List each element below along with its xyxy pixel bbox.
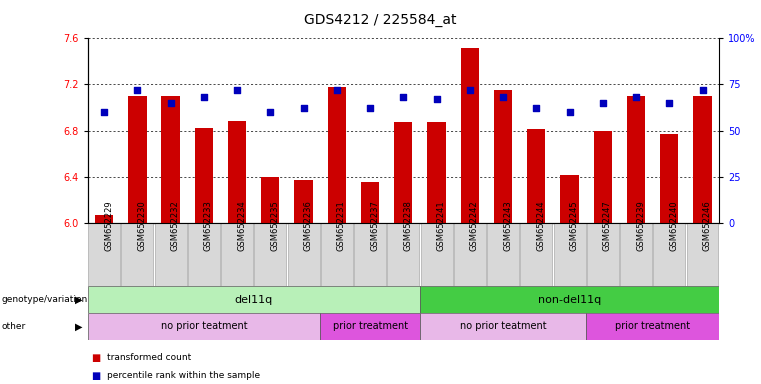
Text: GSM652239: GSM652239 <box>636 200 645 251</box>
Text: prior treatment: prior treatment <box>333 321 408 331</box>
Point <box>696 87 708 93</box>
Point <box>364 105 376 111</box>
FancyBboxPatch shape <box>654 223 685 286</box>
FancyBboxPatch shape <box>154 223 186 286</box>
FancyBboxPatch shape <box>320 313 420 340</box>
Point <box>397 94 409 101</box>
Point <box>298 105 310 111</box>
Text: GSM652237: GSM652237 <box>370 200 379 251</box>
Bar <box>328 87 346 223</box>
FancyBboxPatch shape <box>586 313 719 340</box>
Point <box>431 96 443 102</box>
Point <box>497 94 509 101</box>
FancyBboxPatch shape <box>88 223 120 286</box>
Text: GSM652229: GSM652229 <box>104 200 113 251</box>
FancyBboxPatch shape <box>321 223 353 286</box>
Text: GSM652246: GSM652246 <box>702 200 712 251</box>
Bar <box>428 122 446 223</box>
Point <box>331 87 343 93</box>
Text: GSM652240: GSM652240 <box>669 200 678 251</box>
FancyBboxPatch shape <box>88 313 320 340</box>
Text: GSM652233: GSM652233 <box>204 200 213 251</box>
Text: GSM652236: GSM652236 <box>304 200 313 251</box>
FancyBboxPatch shape <box>421 223 453 286</box>
Text: GSM652243: GSM652243 <box>503 200 512 251</box>
Bar <box>195 128 213 223</box>
FancyBboxPatch shape <box>686 223 718 286</box>
Point <box>98 109 110 115</box>
Bar <box>394 122 412 223</box>
FancyBboxPatch shape <box>387 223 419 286</box>
Bar <box>295 180 313 223</box>
Bar <box>527 129 546 223</box>
FancyBboxPatch shape <box>454 223 486 286</box>
FancyBboxPatch shape <box>521 223 552 286</box>
FancyBboxPatch shape <box>254 223 286 286</box>
Point <box>231 87 244 93</box>
Text: GDS4212 / 225584_at: GDS4212 / 225584_at <box>304 13 457 27</box>
Text: GSM652242: GSM652242 <box>470 200 479 251</box>
FancyBboxPatch shape <box>420 286 719 313</box>
Text: transformed count: transformed count <box>107 353 191 362</box>
Bar <box>660 134 678 223</box>
Text: genotype/variation: genotype/variation <box>2 295 88 304</box>
Bar <box>494 90 512 223</box>
Text: prior treatment: prior treatment <box>615 321 690 331</box>
Text: ■: ■ <box>91 371 100 381</box>
Point <box>132 87 144 93</box>
Text: GSM652230: GSM652230 <box>138 200 146 251</box>
Text: percentile rank within the sample: percentile rank within the sample <box>107 371 260 379</box>
FancyBboxPatch shape <box>487 223 519 286</box>
Bar <box>95 215 113 223</box>
Text: no prior teatment: no prior teatment <box>460 321 546 331</box>
Point <box>198 94 210 101</box>
Bar <box>693 96 712 223</box>
Text: ▶: ▶ <box>75 295 82 305</box>
Text: no prior teatment: no prior teatment <box>161 321 247 331</box>
Text: GSM652241: GSM652241 <box>437 200 446 251</box>
FancyBboxPatch shape <box>122 223 153 286</box>
Text: GSM652232: GSM652232 <box>170 200 180 251</box>
Text: ■: ■ <box>91 353 100 363</box>
Text: GSM652234: GSM652234 <box>237 200 246 251</box>
Text: GSM652238: GSM652238 <box>403 200 412 251</box>
Text: ▶: ▶ <box>75 321 82 331</box>
FancyBboxPatch shape <box>354 223 386 286</box>
Text: GSM652245: GSM652245 <box>569 200 578 251</box>
Bar <box>129 96 147 223</box>
FancyBboxPatch shape <box>221 223 253 286</box>
Text: del11q: del11q <box>234 295 273 305</box>
Point <box>463 87 476 93</box>
Bar <box>460 48 479 223</box>
FancyBboxPatch shape <box>420 313 586 340</box>
Point <box>563 109 575 115</box>
Bar <box>161 96 180 223</box>
FancyBboxPatch shape <box>620 223 652 286</box>
FancyBboxPatch shape <box>188 223 220 286</box>
Text: GSM652244: GSM652244 <box>537 200 546 251</box>
Bar <box>228 121 247 223</box>
FancyBboxPatch shape <box>553 223 585 286</box>
FancyBboxPatch shape <box>587 223 619 286</box>
Bar <box>560 175 578 223</box>
Bar <box>627 96 645 223</box>
FancyBboxPatch shape <box>288 223 320 286</box>
Point <box>597 100 609 106</box>
Bar <box>261 177 279 223</box>
Text: GSM652231: GSM652231 <box>337 200 345 251</box>
Text: other: other <box>2 322 26 331</box>
Point <box>530 105 543 111</box>
Text: GSM652235: GSM652235 <box>270 200 279 251</box>
Text: non-del11q: non-del11q <box>538 295 601 305</box>
FancyBboxPatch shape <box>88 286 420 313</box>
Point <box>630 94 642 101</box>
Text: GSM652247: GSM652247 <box>603 200 612 251</box>
Bar <box>361 182 379 223</box>
Point <box>663 100 675 106</box>
Point <box>164 100 177 106</box>
Point <box>264 109 276 115</box>
Bar <box>594 131 612 223</box>
